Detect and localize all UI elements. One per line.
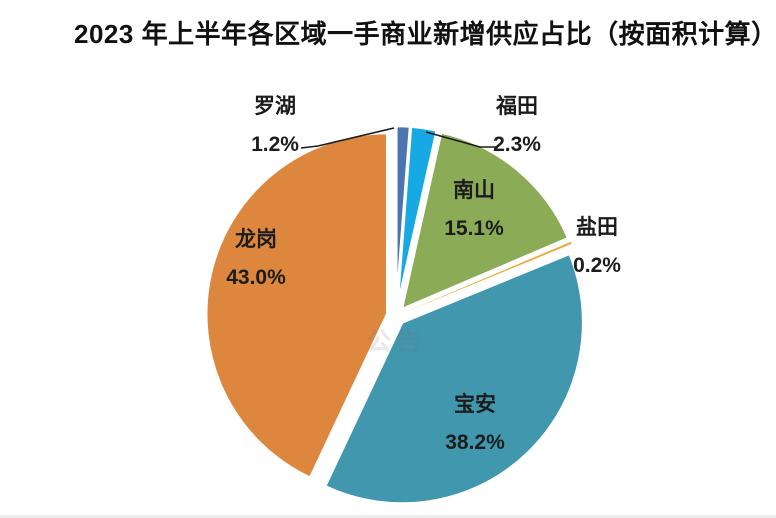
pie-slice-4 — [323, 252, 585, 505]
slice-name: 罗湖 — [254, 95, 296, 118]
pie-slice-2 — [400, 130, 570, 312]
slice-value: 1.2% — [251, 133, 299, 156]
slice-name: 盐田 — [576, 216, 618, 239]
leader-line-luohu — [300, 127, 395, 149]
slice-value: 0.2% — [573, 254, 621, 277]
slice-value: 15.1% — [444, 217, 504, 240]
slice-label-yantian: 盐田 0.2% — [549, 209, 645, 285]
slice-label-luohu: 罗湖 1.2% — [227, 88, 323, 164]
leader-line-futian — [425, 131, 497, 148]
slice-value: 2.3% — [493, 133, 541, 156]
chart-title: 2023 年上半年各区域一手商业新增供应占比（按面积计算） — [74, 19, 776, 49]
slice-name: 宝安 — [454, 393, 496, 416]
slice-name: 福田 — [496, 95, 538, 118]
pie-slices — [205, 124, 585, 505]
slice-label-futian: 福田 2.3% — [469, 88, 565, 164]
slice-value: 43.0% — [226, 266, 286, 289]
slice-name: 龙岗 — [235, 228, 277, 251]
pie-slice-1 — [396, 125, 439, 308]
slice-label-nanshan: 南山 15.1% — [426, 172, 522, 248]
bottom-edge-artifact — [0, 515, 776, 518]
slice-label-baoan: 宝安 38.2% — [427, 386, 523, 462]
pie-slice-3 — [404, 241, 572, 313]
slice-value: 38.2% — [445, 431, 505, 454]
slice-label-longgang: 龙岗 43.0% — [208, 221, 304, 297]
slice-name: 南山 — [453, 179, 495, 202]
